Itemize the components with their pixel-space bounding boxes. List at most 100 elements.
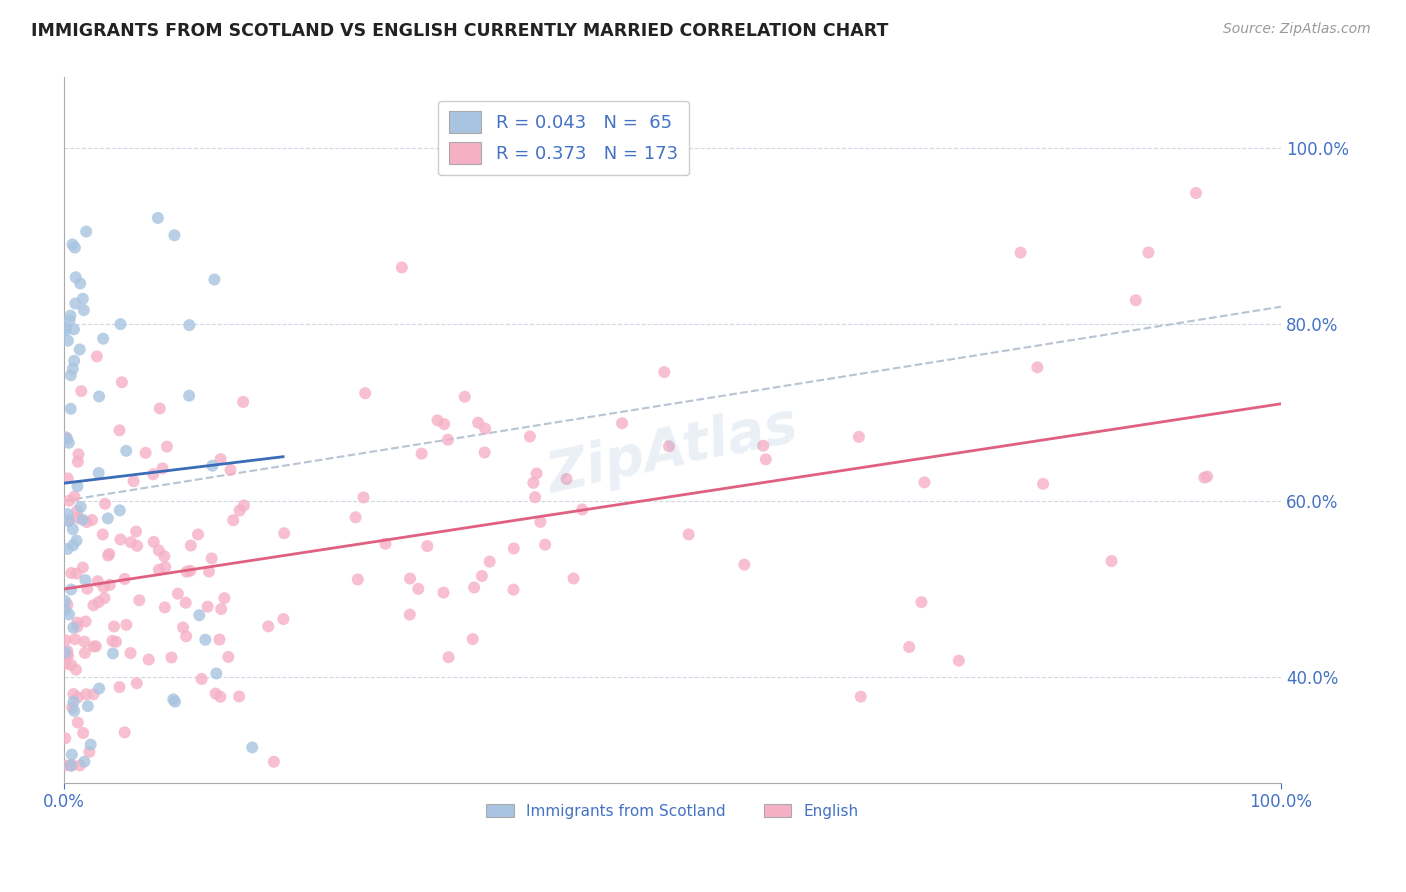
- Point: [122, 474, 145, 488]
- Point: [524, 490, 547, 504]
- Point: [69, 500, 91, 514]
- Point: [257, 619, 280, 633]
- Point: [53, 603, 76, 617]
- Point: [1137, 245, 1160, 260]
- Point: [60, 657, 83, 672]
- Point: [752, 439, 775, 453]
- Point: [67, 447, 90, 461]
- Point: [163, 695, 186, 709]
- Point: [432, 585, 454, 599]
- Point: [1101, 554, 1123, 568]
- Point: [89, 681, 111, 696]
- Point: [755, 452, 778, 467]
- Point: [187, 527, 209, 541]
- Point: [1010, 245, 1032, 260]
- Point: [103, 619, 125, 633]
- Point: [555, 472, 578, 486]
- Point: [153, 560, 176, 574]
- Point: [114, 725, 136, 739]
- Point: [163, 228, 186, 243]
- Point: [898, 640, 921, 654]
- Point: [502, 582, 524, 597]
- Point: [66, 620, 89, 634]
- Point: [463, 581, 485, 595]
- Text: ZipAtlas: ZipAtlas: [543, 399, 803, 504]
- Point: [204, 687, 226, 701]
- Point: [562, 572, 585, 586]
- Point: [73, 303, 96, 318]
- Point: [125, 524, 148, 539]
- Point: [678, 527, 700, 541]
- Point: [344, 510, 367, 524]
- Point: [174, 596, 197, 610]
- Point: [174, 629, 197, 643]
- Point: [1032, 476, 1054, 491]
- Point: [399, 572, 422, 586]
- Point: [152, 461, 174, 475]
- Point: [58, 514, 80, 528]
- Point: [59, 309, 82, 323]
- Point: [60, 758, 83, 772]
- Point: [56, 648, 79, 663]
- Point: [65, 270, 87, 285]
- Point: [66, 715, 89, 730]
- Point: [474, 421, 496, 435]
- Point: [115, 617, 138, 632]
- Point: [75, 687, 97, 701]
- Point: [912, 475, 935, 490]
- Point: [110, 317, 132, 331]
- Point: [101, 634, 124, 648]
- Point: [60, 747, 83, 762]
- Point: [1125, 293, 1147, 308]
- Point: [108, 423, 131, 437]
- Point: [63, 241, 86, 255]
- Point: [148, 543, 170, 558]
- Point: [62, 361, 84, 376]
- Point: [571, 502, 593, 516]
- Point: [849, 690, 872, 704]
- Point: [98, 578, 121, 592]
- Point: [82, 599, 104, 613]
- Point: [83, 640, 105, 654]
- Point: [478, 555, 501, 569]
- Point: [354, 386, 377, 401]
- Point: [70, 384, 93, 398]
- Point: [610, 417, 633, 431]
- Point: [240, 740, 263, 755]
- Point: [416, 539, 439, 553]
- Point: [108, 503, 131, 517]
- Point: [80, 513, 103, 527]
- Point: [201, 551, 224, 566]
- Point: [273, 612, 295, 626]
- Point: [65, 663, 87, 677]
- Point: [353, 491, 375, 505]
- Point: [56, 647, 79, 661]
- Point: [526, 467, 548, 481]
- Point: [529, 515, 551, 529]
- Point: [190, 672, 212, 686]
- Point: [56, 471, 79, 485]
- Point: [179, 318, 201, 332]
- Point: [198, 565, 221, 579]
- Point: [172, 620, 194, 634]
- Point: [120, 535, 142, 549]
- Point: [73, 646, 96, 660]
- Point: [62, 538, 84, 552]
- Point: [658, 439, 681, 453]
- Point: [62, 621, 84, 635]
- Point: [73, 634, 96, 648]
- Legend: Immigrants from Scotland, English: Immigrants from Scotland, English: [481, 797, 865, 825]
- Point: [58, 313, 80, 327]
- Point: [1194, 470, 1216, 484]
- Point: [426, 413, 449, 427]
- Point: [65, 533, 87, 548]
- Point: [142, 467, 165, 482]
- Point: [522, 475, 544, 490]
- Point: [180, 539, 202, 553]
- Text: Source: ZipAtlas.com: Source: ZipAtlas.com: [1223, 22, 1371, 37]
- Point: [75, 225, 97, 239]
- Point: [146, 211, 169, 225]
- Point: [72, 513, 94, 527]
- Point: [208, 632, 231, 647]
- Point: [76, 582, 98, 596]
